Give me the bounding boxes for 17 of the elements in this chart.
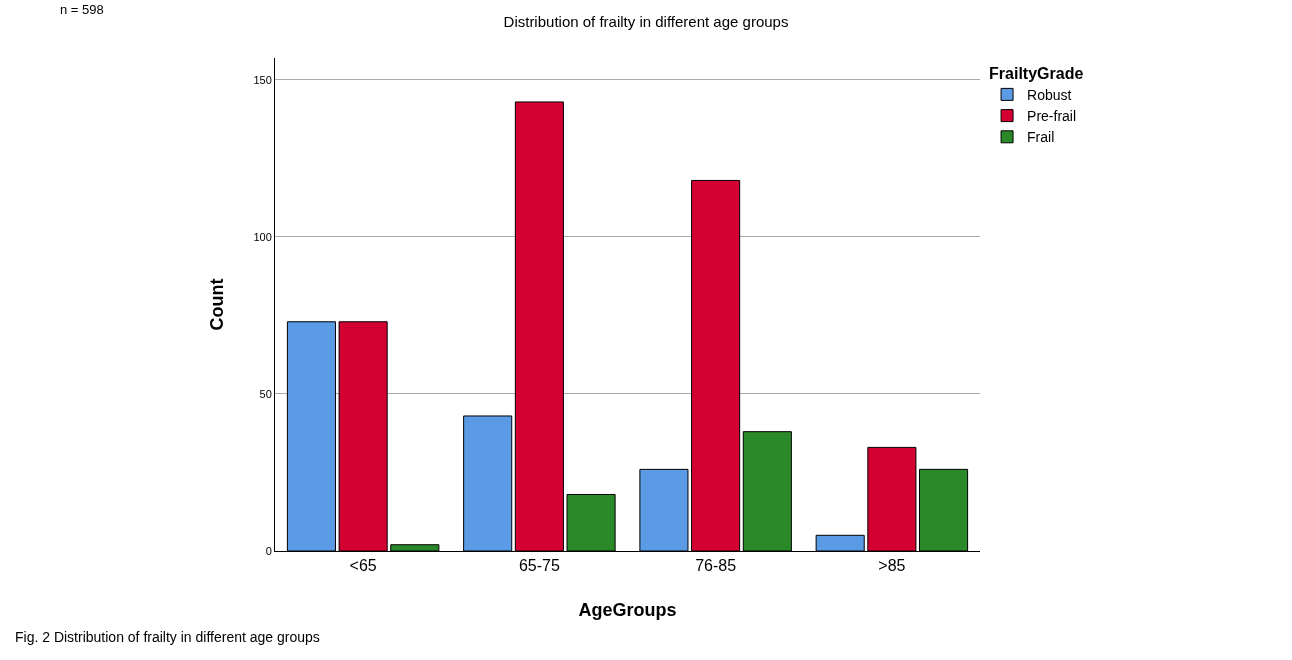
caption: Fig. 2 Distribution of frailty in different age groups — [15, 629, 320, 645]
y-tick-label: 100 — [253, 230, 272, 243]
legend-label: Robust — [1027, 86, 1072, 103]
legend-title: FrailtyGrade — [989, 64, 1084, 82]
x-tick-label: <65 — [349, 557, 377, 575]
x-tick-label: >85 — [878, 557, 906, 575]
y-tick-label: 50 — [259, 387, 272, 400]
y-tick-label: 150 — [253, 73, 272, 86]
legend-label: Pre-frail — [1027, 108, 1077, 125]
y-axis-title: Count — [206, 278, 227, 331]
x-axis-title: AgeGroups — [578, 600, 677, 621]
text: n = 598 — [60, 2, 104, 17]
chart-title: Distribution of frailty in different age groups — [503, 13, 789, 30]
x-tick-label: 76-85 — [695, 557, 737, 575]
y-tick-label: 0 — [265, 544, 272, 557]
x-tick-label: 65-75 — [518, 557, 560, 575]
legend-label: Frail — [1027, 129, 1055, 146]
